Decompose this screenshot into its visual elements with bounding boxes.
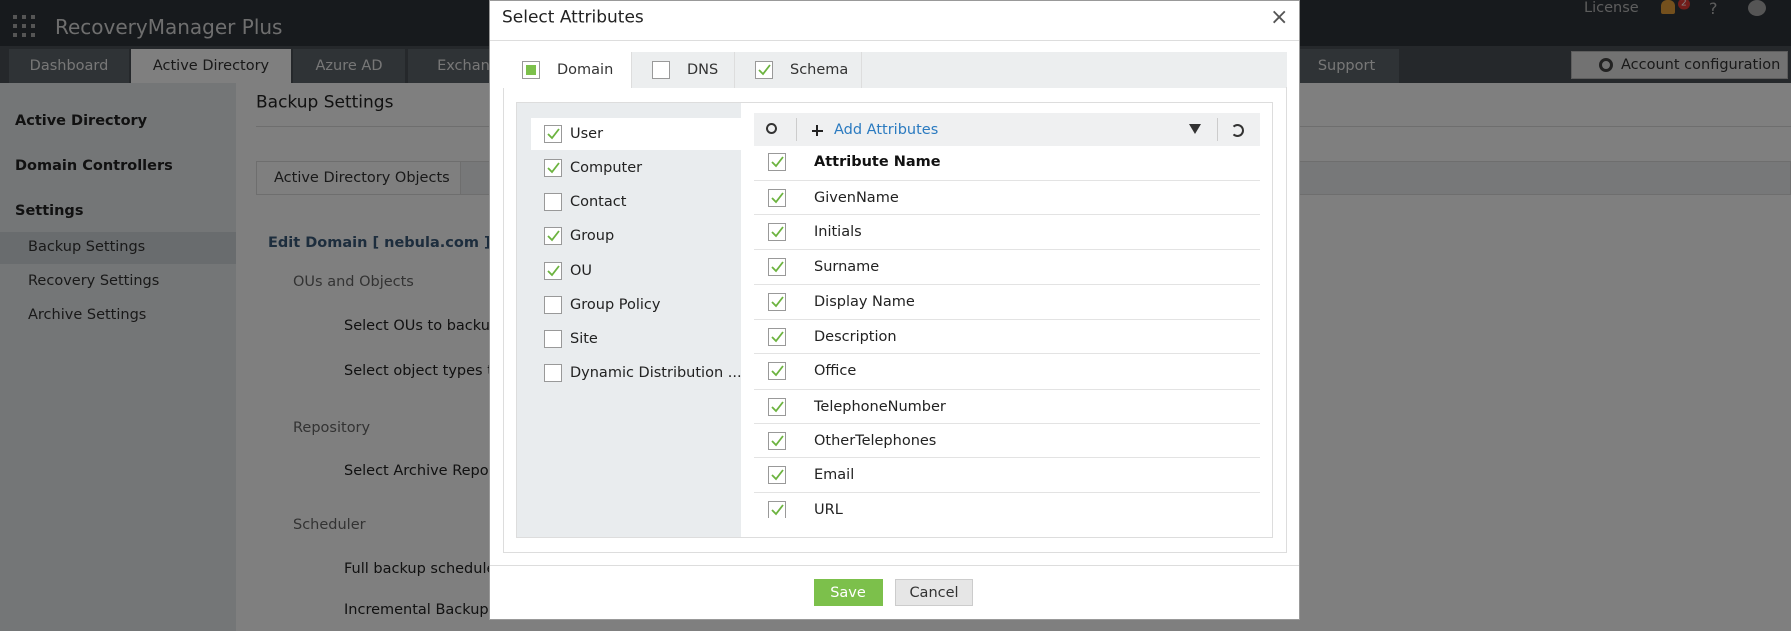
cancel-button (895, 579, 973, 606)
attribute-name: Initials (814, 223, 862, 240)
checkbox[interactable] (544, 125, 562, 143)
attribute-tab-label[interactable]: Schema (790, 61, 849, 78)
checkbox[interactable] (768, 189, 786, 207)
check-mark (547, 230, 560, 242)
check-mark (771, 435, 784, 447)
checkbox[interactable] (544, 296, 562, 314)
row-line (754, 353, 1260, 354)
object-label[interactable]: Group Policy (570, 296, 661, 313)
toolbar-sep (1217, 118, 1218, 141)
checkbox[interactable] (755, 61, 773, 79)
row-line (754, 180, 1260, 181)
object-label[interactable]: User (570, 125, 604, 142)
object-label[interactable]: OU (570, 262, 593, 279)
row-line (754, 457, 1260, 458)
check-mark (771, 331, 784, 343)
checkbox[interactable] (544, 364, 562, 382)
attribute-tab-label[interactable]: Domain (557, 61, 614, 78)
check-mark (771, 365, 784, 377)
checkbox[interactable] (768, 362, 786, 380)
attribute-tab-label[interactable]: DNS (687, 61, 719, 78)
object-label[interactable]: Site (570, 330, 598, 347)
attribute-name: URL (814, 501, 843, 518)
object-label[interactable]: Dynamic Distribution ... (570, 364, 742, 381)
row-line (754, 389, 1260, 390)
attribute-name: TelephoneNumber (814, 398, 946, 415)
filter-icon (1189, 124, 1201, 134)
check-mark (547, 162, 560, 174)
cancel-label[interactable]: Cancel (909, 584, 959, 601)
row-line (754, 492, 1260, 493)
refresh-icon (1231, 124, 1244, 137)
attribute-tab (633, 52, 735, 88)
checkbox[interactable] (768, 501, 786, 519)
checkbox-partial (526, 65, 536, 75)
object-label[interactable]: Contact (570, 193, 627, 210)
check-mark (771, 226, 784, 238)
row-line (754, 319, 1260, 320)
checkbox[interactable] (768, 466, 786, 484)
check-mark (771, 469, 784, 481)
check-mark (771, 401, 784, 413)
check-mark (547, 128, 560, 140)
checkbox[interactable] (768, 293, 786, 311)
checkbox[interactable] (544, 262, 562, 280)
object-selected (531, 118, 741, 150)
checkbox[interactable] (544, 159, 562, 177)
toolbar-sep (796, 118, 797, 141)
table-panel (741, 103, 1272, 537)
row-line (754, 249, 1260, 250)
attribute-name: Description (814, 328, 897, 345)
checkbox[interactable] (768, 258, 786, 276)
checkbox[interactable] (544, 330, 562, 348)
plus-v (816, 125, 818, 136)
attribute-name: Display Name (814, 293, 915, 310)
close-button[interactable]: × (1270, 5, 1289, 30)
checkbox[interactable] (544, 193, 562, 211)
checkbox[interactable] (522, 61, 540, 79)
check-mark (547, 265, 560, 277)
checkbox[interactable] (768, 432, 786, 450)
checkbox[interactable] (652, 61, 670, 79)
attribute-name: Office (814, 362, 857, 379)
attribute-name: OtherTelephones (814, 432, 937, 449)
checkbox[interactable] (768, 223, 786, 241)
check-mark (758, 64, 771, 76)
attribute-name: Email (814, 466, 855, 483)
row-line (754, 214, 1260, 215)
object-label[interactable]: Computer (570, 159, 643, 176)
attribute-name: GivenName (814, 189, 899, 206)
check-mark (771, 504, 784, 516)
dialog-header-line (490, 40, 1299, 41)
add-attributes[interactable]: Add Attributes (834, 121, 939, 138)
check-mark (771, 296, 784, 308)
row-clip (754, 518, 1260, 537)
checkbox[interactable] (768, 398, 786, 416)
footer-line (490, 565, 1299, 566)
search-icon (766, 123, 777, 134)
dialog-title: Select Attributes (502, 7, 644, 28)
save-label[interactable]: Save (830, 584, 866, 601)
save-button (814, 579, 883, 606)
row-line (754, 284, 1260, 285)
checkbox[interactable] (768, 153, 786, 171)
content-frame (503, 87, 1287, 553)
check-mark (771, 261, 784, 273)
checkbox[interactable] (544, 227, 562, 245)
object-label[interactable]: Group (570, 227, 615, 244)
checkbox[interactable] (768, 328, 786, 346)
toolbar (754, 113, 1260, 146)
attribute-name: Surname (814, 258, 880, 275)
check-mark (771, 156, 784, 168)
row-line (754, 423, 1260, 424)
column-header: Attribute Name (814, 153, 941, 170)
check-mark (771, 192, 784, 204)
